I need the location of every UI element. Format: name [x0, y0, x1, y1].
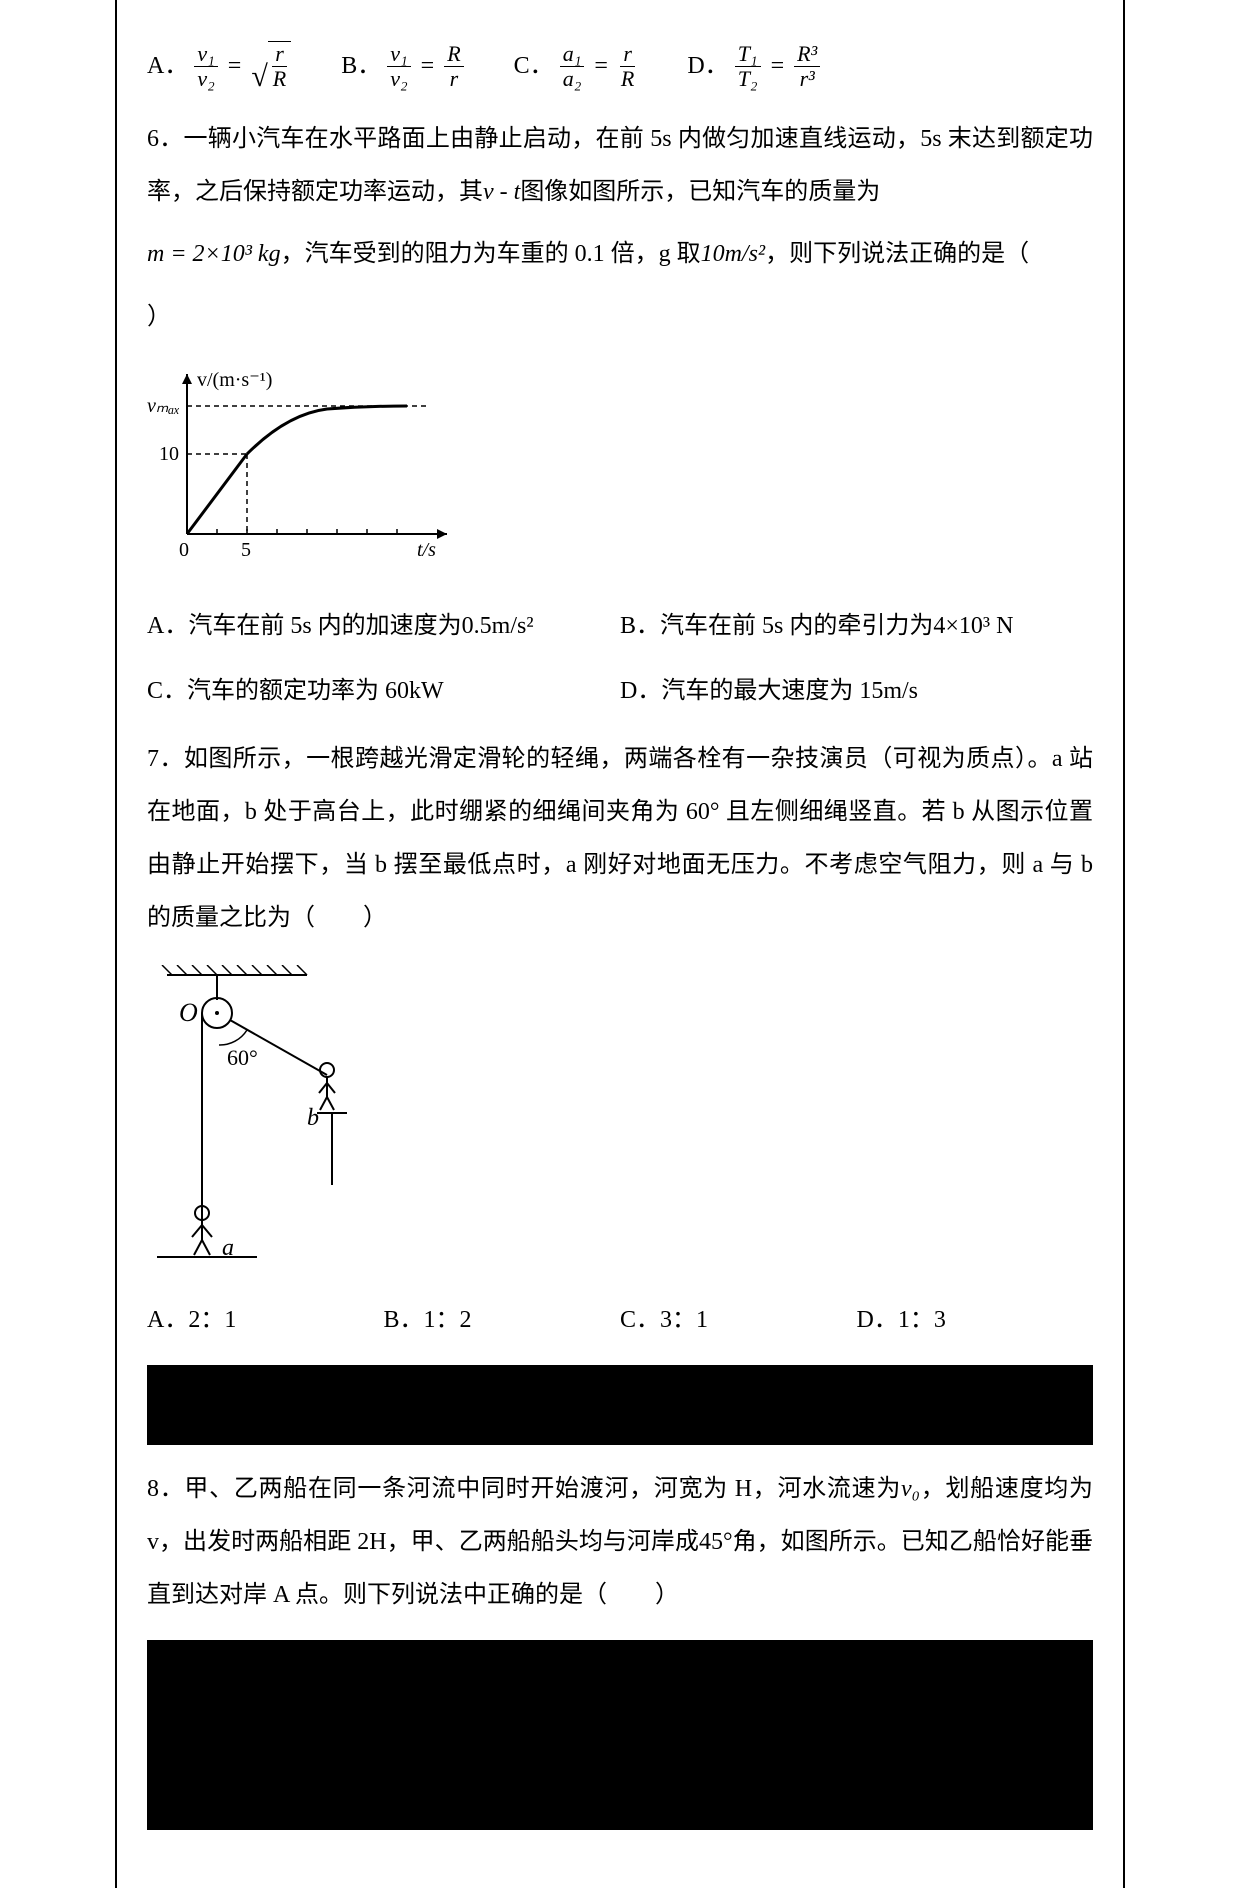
redacted-band	[147, 1365, 1093, 1445]
redacted-band-bottom	[147, 1640, 1093, 1830]
exam-page: A． v₁ v₂ = √ r R B． v₁ v₂	[115, 0, 1125, 1888]
x-axis-label: t/s	[417, 539, 436, 561]
option-label: D．	[687, 40, 728, 93]
curve-segment	[247, 406, 407, 454]
q7-option-a: A．2：1	[147, 1294, 384, 1347]
fraction: a₁ a₂	[560, 42, 585, 91]
b-label: b	[307, 1105, 319, 1131]
fraction: R³ r³	[794, 42, 820, 91]
q5-option-c: C． a₁ a₂ = r R	[514, 40, 638, 93]
q6-option-c: C．汽车的额定功率为 60kW	[147, 665, 620, 718]
linear-segment	[187, 454, 247, 534]
fraction: T₁ T₂	[735, 42, 761, 91]
fraction: R r	[444, 42, 463, 91]
x-axis-arrow	[437, 529, 447, 539]
option-label: B．	[341, 40, 381, 93]
q7-stem: 7．如图所示，一根跨越光滑定滑轮的轻绳，两端各栓有一杂技演员（可视为质点）。a …	[147, 733, 1093, 944]
option-label: C．	[514, 40, 554, 93]
q6-stem: 6．一辆小汽车在水平路面上由静止启动，在前 5s 内做匀加速直线运动，5s 末达…	[147, 113, 1093, 219]
y-axis-label: v/(m·s⁻¹)	[197, 369, 272, 391]
equals-sign: =	[228, 40, 242, 93]
angle-arc	[219, 1030, 247, 1045]
o-label: O	[179, 998, 198, 1027]
q7-option-d: D．1：3	[857, 1294, 1094, 1347]
vmax-label: vₘₐₓ	[147, 395, 180, 417]
option-label: A．	[147, 40, 188, 93]
angle-label: 60°	[227, 1045, 258, 1070]
q5-options-row: A． v₁ v₂ = √ r R B． v₁ v₂	[147, 40, 1093, 93]
ceiling-hatch	[162, 965, 307, 975]
q6-stem-line2: m = 2×10³ kg，汽车受到的阻力为车重的 0.1 倍，g 取10m/s²…	[147, 228, 1093, 281]
mass-expression: m = 2×10³ kg	[147, 241, 281, 267]
y-tick-10: 10	[159, 443, 179, 465]
q7-option-c: C．3：1	[620, 1294, 857, 1347]
vt-graph: v/(m·s⁻¹) vₘₐₓ 10 0 5 t/s	[147, 364, 467, 564]
q6-options: A．汽车在前 5s 内的加速度为0.5m/s² B．汽车在前 5s 内的牵引力为…	[147, 594, 1093, 724]
fraction: v₁ v₂	[387, 42, 410, 91]
svg-text:0: 0	[179, 539, 189, 561]
q5-option-a: A． v₁ v₂ = √ r R	[147, 40, 291, 93]
q6-stem-paren: ）	[147, 291, 1093, 344]
q7-options: A．2：1 B．1：2 C．3：1 D．1：3	[147, 1294, 1093, 1347]
fraction: r R	[618, 42, 637, 91]
y-axis-arrow	[182, 374, 192, 384]
q6-option-a: A．汽车在前 5s 内的加速度为0.5m/s²	[147, 600, 620, 653]
x-tick-5: 5	[241, 539, 251, 561]
q7-option-b: B．1：2	[384, 1294, 621, 1347]
fraction: v₁ v₂	[194, 42, 217, 91]
pulley-diagram: O 60° b a	[147, 965, 407, 1265]
q5-option-b: B． v₁ v₂ = R r	[341, 40, 463, 93]
square-root: √ r R	[251, 41, 291, 91]
q6-option-d: D．汽车的最大速度为 15m/s	[620, 665, 1093, 718]
q6-option-b: B．汽车在前 5s 内的牵引力为4×10³ N	[620, 600, 1093, 653]
q8-stem: 8．甲、乙两船在同一条河流中同时开始渡河，河宽为 H，河水流速为v₀，划船速度均…	[147, 1463, 1093, 1621]
q5-option-d: D． T₁ T₂ = R³ r³	[687, 40, 820, 93]
